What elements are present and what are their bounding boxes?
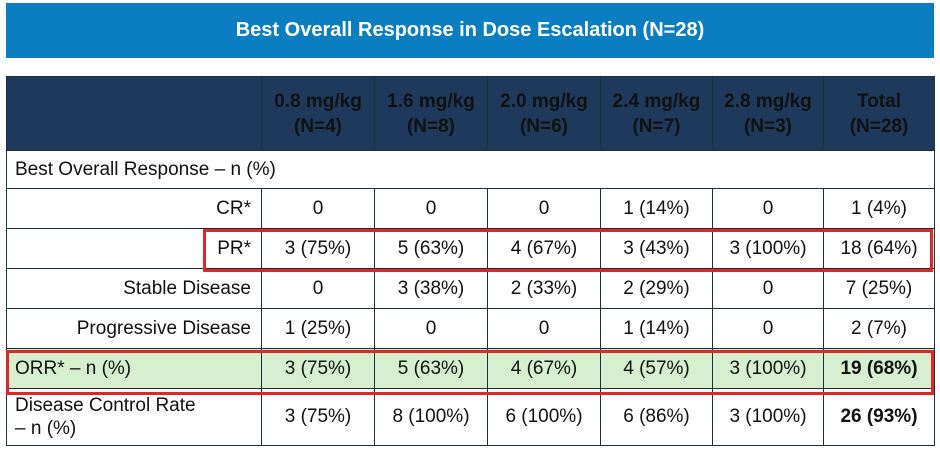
cell: 1 (14%) [600, 188, 713, 229]
cell: 0 [487, 188, 601, 229]
header-dose-2.0: 2.0 mg/kg (N=6) [487, 76, 601, 151]
table-row-cr: CR* 0 0 0 1 (14%) 0 1 (4%) [6, 188, 935, 229]
cell: 2 (7%) [823, 308, 935, 349]
header-dose-0.8: 0.8 mg/kg (N=4) [261, 76, 375, 151]
cell: 2 (33%) [487, 268, 601, 309]
section-row: Best Overall Response – n (%) [6, 150, 935, 189]
cell: 1 (25%) [261, 308, 375, 349]
table-row-pr: PR* 3 (75%) 5 (63%) 4 (67%) 3 (43%) 3 (1… [6, 228, 935, 269]
cell: 2 (29%) [600, 268, 713, 309]
row-label: PR* [6, 228, 262, 269]
cell: 0 [712, 308, 824, 349]
cell-total-bold: 26 (93%) [823, 388, 935, 446]
header-dose-2.8: 2.8 mg/kg (N=3) [712, 76, 824, 151]
cell: 18 (64%) [823, 228, 935, 269]
cell: 5 (63%) [374, 348, 488, 389]
cell: 3 (43%) [600, 228, 713, 269]
cell: 0 [374, 188, 488, 229]
cell: 7 (25%) [823, 268, 935, 309]
row-label: CR* [6, 188, 262, 229]
cell: 3 (75%) [261, 348, 375, 389]
header-row: 0.8 mg/kg (N=4) 1.6 mg/kg (N=8) 2.0 mg/kg(… [6, 76, 935, 151]
cell: 1 (14%) [600, 308, 713, 349]
cell: 0 [374, 308, 488, 349]
header-total: Total (N=28) [823, 76, 935, 151]
cell: 6 (100%) [487, 388, 601, 446]
cell: 0 [712, 188, 824, 229]
cell: 0 [261, 268, 375, 309]
table-row-orr: ORR* – n (%) 3 (75%) 5 (63%) 4 (67%) 4 (… [6, 348, 935, 389]
table-row-sd: Stable Disease 0 3 (38%) 2 (33%) 2 (29%)… [6, 268, 935, 309]
cell-total-bold: 19 (68%) [823, 348, 935, 389]
cell: 0 [712, 268, 824, 309]
cell: 8 (100%) [374, 388, 488, 446]
cell: 4 (67%) [487, 228, 601, 269]
header-blank-cell [6, 76, 262, 151]
cell: 3 (100%) [712, 348, 824, 389]
cell: 5 (63%) [374, 228, 488, 269]
table-row-pd: Progressive Disease 1 (25%) 0 0 1 (14%) … [6, 308, 935, 349]
cell: 3 (100%) [712, 388, 824, 446]
cell: 0 [261, 188, 375, 229]
cell: 4 (57%) [600, 348, 713, 389]
response-table: 0.8 mg/kg (N=4) 1.6 mg/kg (N=8) 2.0 mg/kg(… [6, 76, 935, 446]
table-title: Best Overall Response in Dose Escalation… [235, 19, 705, 41]
section-label: Best Overall Response – n (%) [6, 150, 935, 189]
cell: 3 (75%) [261, 388, 375, 446]
cell: 3 (38%) [374, 268, 488, 309]
cell: 6 (86%) [600, 388, 713, 446]
header-dose-2.4: 2.4 mg/kg (N=7) [600, 76, 713, 151]
cell: 3 (100%) [712, 228, 824, 269]
row-label: Stable Disease [6, 268, 262, 309]
header-dose-1.6: 1.6 mg/kg (N=8) [374, 76, 488, 151]
row-label: Disease Control Rate – n (%) [6, 388, 262, 446]
row-label: ORR* – n (%) [6, 348, 262, 389]
table-row-dcr: Disease Control Rate – n (%) 3 (75%) 8 (1… [6, 388, 935, 446]
cell: 3 (75%) [261, 228, 375, 269]
title-banner: Best Overall Response in Dose Escalation… [6, 3, 934, 58]
cell: 0 [487, 308, 601, 349]
cell: 4 (67%) [487, 348, 601, 389]
row-label: Progressive Disease [6, 308, 262, 349]
cell: 1 (4%) [823, 188, 935, 229]
